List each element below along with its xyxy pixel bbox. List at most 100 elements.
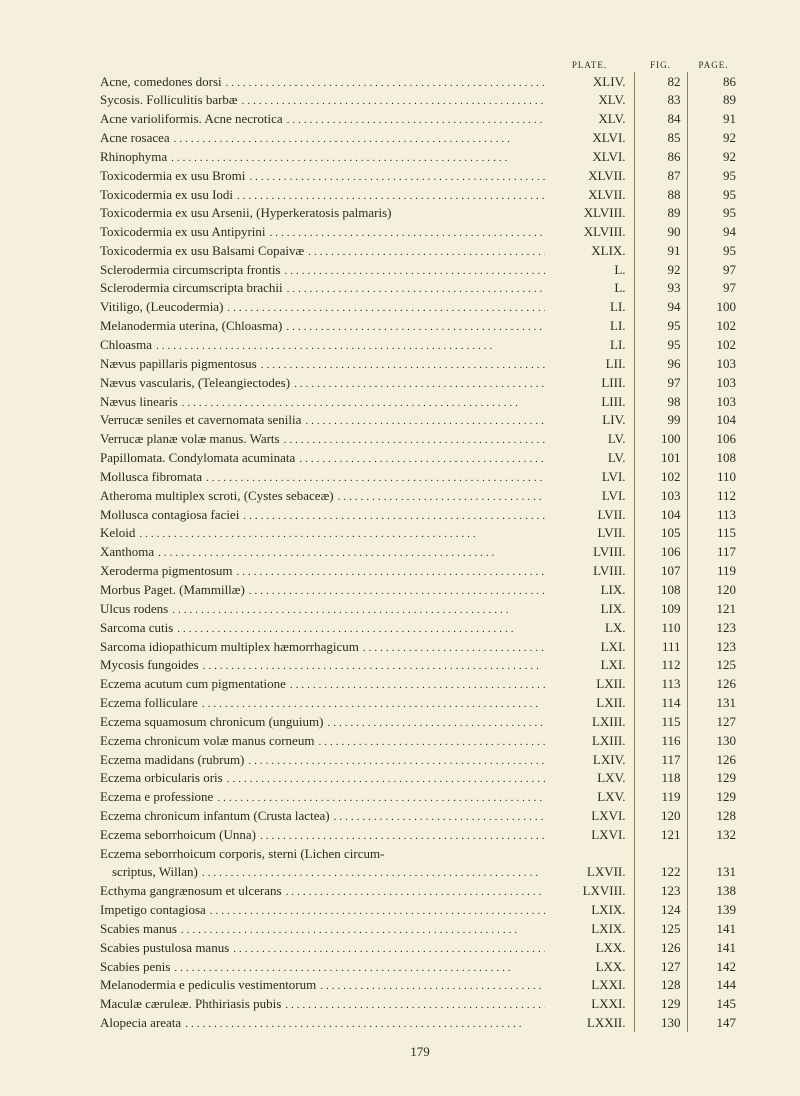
leader-dots: ........................................… (280, 433, 545, 448)
entry-page: 121 (687, 599, 740, 618)
entry-title: Verrucæ seniles et cavernomata senilia (100, 411, 301, 429)
entry-title: Xeroderma pigmentosum (100, 562, 233, 580)
leader-dots: ........................................… (283, 113, 545, 128)
entry-plate: LXVI. (545, 825, 634, 844)
table-row: Toxicodermia ex usu Antipyrini..........… (100, 222, 740, 241)
entry-fig: 107 (634, 562, 687, 581)
entry-title-cell: Toxicodermia ex usu Antipyrini..........… (100, 222, 545, 241)
table-row: Sclerodermia circumscripta frontis......… (100, 260, 740, 279)
entry-plate: LXII. (545, 694, 634, 713)
entry-page: 92 (687, 147, 740, 166)
entry-title-cell: Toxicodermia ex usu Iodi................… (100, 185, 545, 204)
entry-title: Acne varioliformis. Acne necrotica (100, 110, 283, 128)
entry-fig: 89 (634, 204, 687, 223)
entry-title: Eczema acutum cum pigmentatione (100, 675, 286, 693)
header-row: PLATE. FIG. PAGE. (100, 60, 740, 72)
entry-fig: 106 (634, 543, 687, 562)
leader-dots: ........................................… (167, 151, 545, 166)
leader-dots: ........................................… (206, 904, 545, 919)
entry-page: 126 (687, 750, 740, 769)
entry-page: 94 (687, 222, 740, 241)
entry-title-cell: Ecthyma gangrænosum et ulcerans.........… (100, 882, 545, 901)
table-row: Eczema seborrhoicum corporis, sterni (Li… (100, 844, 740, 863)
table-row: scriptus, Willan).......................… (100, 863, 740, 882)
entry-page: 95 (687, 241, 740, 260)
entry-plate: LVII. (545, 505, 634, 524)
table-row: Mollusca fibromata......................… (100, 467, 740, 486)
table-row: Sclerodermia circumscripta brachii......… (100, 279, 740, 298)
header-plate: PLATE. (545, 60, 634, 72)
entry-title-cell: Ulcus rodens............................… (100, 599, 545, 618)
entry-title-cell: Eczema chronicum volæ manus corneum.....… (100, 731, 545, 750)
entry-title: Eczema folliculare (100, 694, 198, 712)
entry-page: 103 (687, 373, 740, 392)
entry-title-cell: Eczema squamosum chronicum (unguium)....… (100, 712, 545, 731)
entry-page: 129 (687, 788, 740, 807)
entry-title: Eczema chronicum volæ manus corneum (100, 732, 314, 750)
table-row: Nævus vascularis, (Teleangiectodes).....… (100, 373, 740, 392)
leader-dots: ........................................… (281, 264, 546, 279)
entry-title-cell: Verrucæ seniles et cavernomata senilia..… (100, 411, 545, 430)
entry-title-cell: Alopecia areata.........................… (100, 1014, 545, 1033)
entry-title: Nævus linearis (100, 393, 178, 411)
entry-plate: LXIX. (545, 901, 634, 920)
entry-plate (545, 844, 634, 863)
table-row: Eczema acutum cum pigmentatione.........… (100, 675, 740, 694)
entry-plate: LIX. (545, 599, 634, 618)
header-page: PAGE. (687, 60, 740, 72)
entry-fig: 123 (634, 882, 687, 901)
entry-page: 95 (687, 185, 740, 204)
entry-fig: 127 (634, 957, 687, 976)
entry-title: Mollusca fibromata (100, 468, 202, 486)
entry-page: 91 (687, 110, 740, 129)
entry-fig: 85 (634, 129, 687, 148)
table-row: Ecthyma gangrænosum et ulcerans.........… (100, 882, 740, 901)
entry-plate: LV. (545, 449, 634, 468)
leader-dots: ........................................… (245, 170, 545, 185)
entry-title-cell: Maculæ cæruleæ. Phthiriasis pubis.......… (100, 995, 545, 1014)
table-row: Impetigo contagiosa.....................… (100, 901, 740, 920)
entry-fig: 95 (634, 336, 687, 355)
entry-title-cell: Verrucæ planæ volæ manus. Warts.........… (100, 430, 545, 449)
entry-plate: XLVIII. (545, 222, 634, 241)
entry-page: 141 (687, 919, 740, 938)
entry-title: Eczema squamosum chronicum (unguium) (100, 713, 323, 731)
table-row: Xanthoma................................… (100, 543, 740, 562)
entry-title-cell: Eczema orbicularis oris.................… (100, 769, 545, 788)
table-row: Eczema folliculare......................… (100, 694, 740, 713)
table-row: Eczema madidans (rubrum)................… (100, 750, 740, 769)
entry-page: 115 (687, 524, 740, 543)
entry-plate: LXVI. (545, 807, 634, 826)
leader-dots: ........................................… (290, 377, 545, 392)
entry-fig: 129 (634, 995, 687, 1014)
table-row: Xeroderma pigmentosum...................… (100, 562, 740, 581)
entry-fig: 124 (634, 901, 687, 920)
entry-page: 89 (687, 91, 740, 110)
entry-title: Vitiligo, (Leucodermia) (100, 298, 223, 316)
entry-title: Eczema orbicularis oris (100, 769, 223, 787)
leader-dots: ........................................… (239, 509, 545, 524)
entry-title-cell: Papillomata. Condylomata acuminata......… (100, 449, 545, 468)
entry-title: Sarcoma cutis (100, 619, 173, 637)
table-row: Sarcoma idiopathicum multiplex hæmorrhag… (100, 637, 740, 656)
entry-title: Impetigo contagiosa (100, 901, 206, 919)
entry-plate: LIII. (545, 373, 634, 392)
entry-plate: XLVII. (545, 166, 634, 185)
entry-fig: 90 (634, 222, 687, 241)
entry-title: Maculæ cæruleæ. Phthiriasis pubis (100, 995, 281, 1013)
table-row: Nævus papillaris pigmentosus............… (100, 354, 740, 373)
entry-title: Eczema chronicum infantum (Crusta lactea… (100, 807, 330, 825)
entry-title: Keloid (100, 524, 135, 542)
entry-plate: LXVIII. (545, 882, 634, 901)
entry-page: 139 (687, 901, 740, 920)
leader-dots: ........................................… (223, 301, 545, 316)
entry-plate: XLVII. (545, 185, 634, 204)
entry-fig: 102 (634, 467, 687, 486)
entry-title: Eczema seborrhoicum corporis, sterni (Li… (100, 845, 384, 863)
leader-dots: ........................................… (198, 697, 545, 712)
entry-fig: 105 (634, 524, 687, 543)
entry-page: 103 (687, 354, 740, 373)
entry-plate: LXV. (545, 769, 634, 788)
entry-plate: LVIII. (545, 562, 634, 581)
table-row: Mycosis fungoides.......................… (100, 656, 740, 675)
